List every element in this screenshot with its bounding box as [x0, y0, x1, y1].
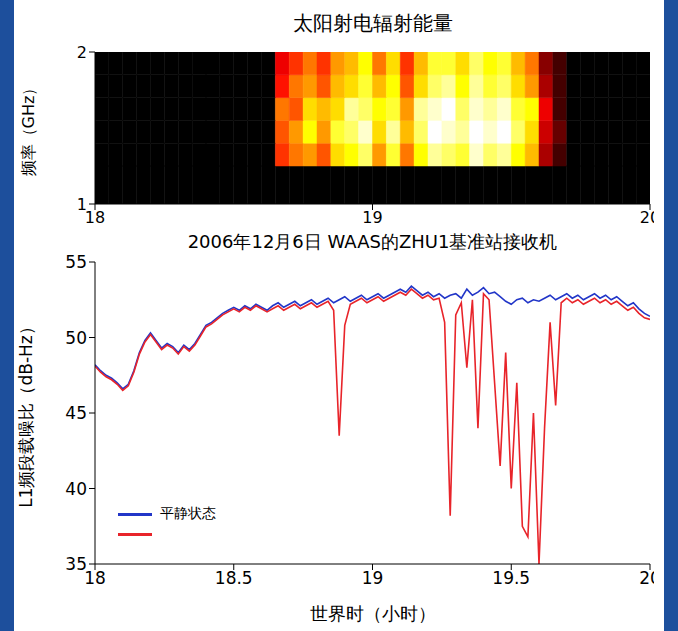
svg-text:35: 35: [65, 554, 87, 574]
svg-text:1: 1: [77, 195, 87, 214]
svg-text:世界时（小时）: 世界时（小时）: [310, 603, 436, 624]
svg-text:19.5: 19.5: [492, 568, 530, 588]
svg-text:频率（GHz）: 频率（GHz）: [19, 80, 38, 177]
svg-text:18: 18: [84, 568, 106, 588]
svg-text:40: 40: [65, 479, 87, 499]
svg-text:19: 19: [362, 208, 382, 227]
svg-text:20: 20: [640, 208, 654, 227]
svg-text:18.5: 18.5: [215, 568, 253, 588]
svg-text:L1频段载噪比（dB-Hz）: L1频段载噪比（dB-Hz）: [16, 318, 36, 508]
svg-text:2: 2: [77, 43, 87, 62]
svg-text:50: 50: [65, 328, 87, 348]
html-text:太阳射电辐射能量: 太阳射电辐射能量: [292, 11, 453, 35]
svg-text:45: 45: [65, 403, 87, 423]
html-text:2006年12月6日 WAAS的ZHU1基准站接收机: 2006年12月6日 WAAS的ZHU1基准站接收机: [187, 231, 558, 252]
svg-text:18: 18: [85, 208, 105, 227]
svg-text:19: 19: [362, 568, 384, 588]
svg-text:20: 20: [639, 568, 654, 588]
svg-text:55: 55: [65, 254, 87, 272]
html-text:平静状态: 平静状态: [160, 505, 216, 521]
